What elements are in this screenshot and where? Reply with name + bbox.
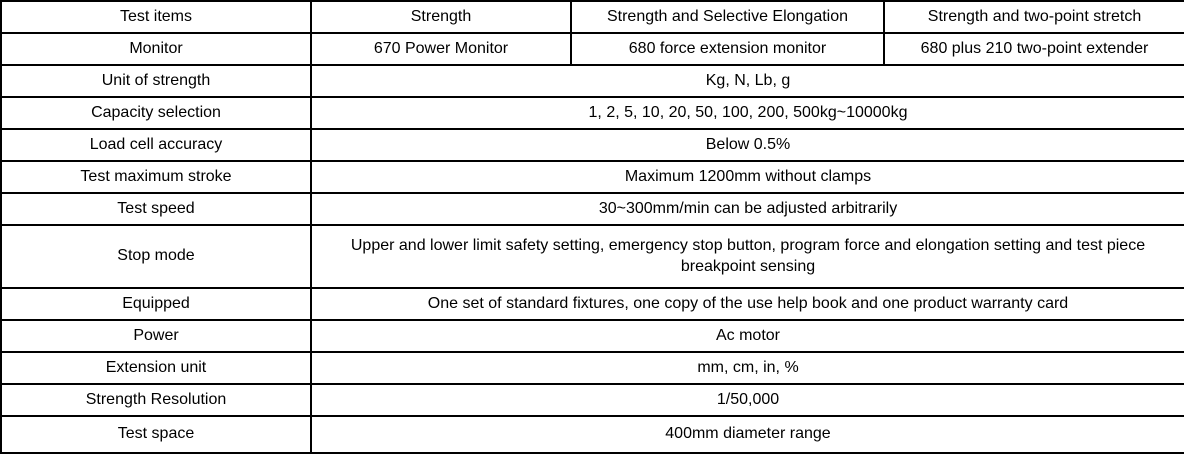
table-row-test-speed: Test speed 30~300mm/min can be adjusted … — [0, 192, 1184, 226]
table-row-power: Power Ac motor — [0, 319, 1184, 353]
table-row-strength-resolution: Strength Resolution 1/50,000 — [0, 383, 1184, 417]
cell-test-space-value: 400mm diameter range — [310, 415, 1184, 454]
row-label-equipped: Equipped — [0, 287, 312, 321]
table-row-capacity-selection: Capacity selection 1, 2, 5, 10, 20, 50, … — [0, 96, 1184, 130]
table-row-test-maximum-stroke: Test maximum stroke Maximum 1200mm witho… — [0, 160, 1184, 194]
table-row-stop-mode: Stop mode Upper and lower limit safety s… — [0, 224, 1184, 289]
cell-monitor-680-210: 680 plus 210 two-point extender — [883, 32, 1184, 66]
table-row-equipped: Equipped One set of standard fixtures, o… — [0, 287, 1184, 321]
row-label-power: Power — [0, 319, 312, 353]
row-label-capacity-selection: Capacity selection — [0, 96, 312, 130]
row-label-strength-resolution: Strength Resolution — [0, 383, 312, 417]
row-label-monitor: Monitor — [0, 32, 312, 66]
row-label-load-cell-accuracy: Load cell accuracy — [0, 128, 312, 162]
row-label-stop-mode: Stop mode — [0, 224, 312, 289]
cell-power-value: Ac motor — [310, 319, 1184, 353]
cell-strength-resolution-value: 1/50,000 — [310, 383, 1184, 417]
row-label-extension-unit: Extension unit — [0, 351, 312, 385]
row-label-test-maximum-stroke: Test maximum stroke — [0, 160, 312, 194]
cell-monitor-670: 670 Power Monitor — [310, 32, 572, 66]
table-row-test-space: Test space 400mm diameter range — [0, 415, 1184, 454]
table-row-test-items: Test items Strength Strength and Selecti… — [0, 0, 1184, 34]
row-label-test-speed: Test speed — [0, 192, 312, 226]
cell-test-speed-value: 30~300mm/min can be adjusted arbitrarily — [310, 192, 1184, 226]
cell-test-maximum-stroke-value: Maximum 1200mm without clamps — [310, 160, 1184, 194]
table-row-unit-of-strength: Unit of strength Kg, N, Lb, g — [0, 64, 1184, 98]
table-row-extension-unit: Extension unit mm, cm, in, % — [0, 351, 1184, 385]
cell-load-cell-accuracy-value: Below 0.5% — [310, 128, 1184, 162]
cell-capacity-selection-value: 1, 2, 5, 10, 20, 50, 100, 200, 500kg~100… — [310, 96, 1184, 130]
row-label-test-space: Test space — [0, 415, 312, 454]
cell-test-item-strength-two-point-stretch: Strength and two-point stretch — [883, 0, 1184, 34]
cell-stop-mode-value: Upper and lower limit safety setting, em… — [310, 224, 1184, 289]
table-row-load-cell-accuracy: Load cell accuracy Below 0.5% — [0, 128, 1184, 162]
cell-extension-unit-value: mm, cm, in, % — [310, 351, 1184, 385]
table-row-monitor: Monitor 670 Power Monitor 680 force exte… — [0, 32, 1184, 66]
cell-monitor-680: 680 force extension monitor — [570, 32, 885, 66]
cell-equipped-value: One set of standard fixtures, one copy o… — [310, 287, 1184, 321]
row-label-unit-of-strength: Unit of strength — [0, 64, 312, 98]
cell-test-item-strength-selective-elongation: Strength and Selective Elongation — [570, 0, 885, 34]
cell-test-item-strength: Strength — [310, 0, 572, 34]
cell-unit-of-strength-value: Kg, N, Lb, g — [310, 64, 1184, 98]
row-label-test-items: Test items — [0, 0, 312, 34]
